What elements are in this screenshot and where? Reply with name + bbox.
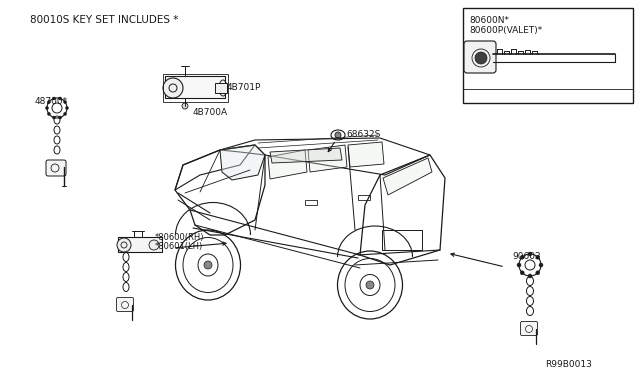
Bar: [165, 76, 225, 98]
FancyBboxPatch shape: [464, 41, 496, 73]
Circle shape: [163, 78, 183, 98]
Circle shape: [528, 252, 532, 256]
Circle shape: [65, 106, 68, 109]
Text: 4B701P: 4B701P: [227, 83, 261, 92]
Circle shape: [517, 263, 521, 267]
Bar: [382, 230, 422, 250]
Text: 68632S: 68632S: [346, 130, 380, 139]
Text: 80010S KEY SET INCLUDES *: 80010S KEY SET INCLUDES *: [30, 15, 179, 25]
Polygon shape: [383, 158, 432, 195]
Circle shape: [117, 238, 131, 252]
Text: *80601(LH): *80601(LH): [155, 242, 204, 251]
Bar: [118, 237, 162, 252]
Circle shape: [528, 274, 532, 278]
Polygon shape: [220, 145, 265, 180]
Circle shape: [149, 240, 159, 250]
Bar: [305, 200, 317, 205]
Bar: [358, 195, 370, 200]
Circle shape: [52, 116, 56, 119]
Circle shape: [182, 103, 188, 109]
Circle shape: [59, 116, 61, 119]
Circle shape: [366, 281, 374, 289]
Circle shape: [47, 112, 51, 115]
Polygon shape: [268, 150, 307, 179]
Circle shape: [475, 52, 487, 64]
Text: 4B700A: 4B700A: [193, 108, 228, 117]
Polygon shape: [270, 148, 342, 163]
Circle shape: [520, 271, 524, 275]
FancyBboxPatch shape: [46, 160, 66, 176]
Bar: [215, 83, 227, 93]
Circle shape: [536, 255, 540, 259]
Bar: [163, 74, 228, 102]
Circle shape: [536, 271, 540, 275]
Circle shape: [52, 97, 56, 100]
Text: 80600P(VALET)*: 80600P(VALET)*: [469, 26, 542, 35]
Circle shape: [335, 132, 341, 138]
Text: *80600(RH): *80600(RH): [155, 233, 205, 242]
Text: R99B0013: R99B0013: [545, 360, 592, 369]
Text: 48700*: 48700*: [35, 97, 68, 106]
Polygon shape: [308, 145, 347, 172]
Circle shape: [63, 112, 67, 115]
Text: 90602: 90602: [512, 252, 541, 261]
Circle shape: [63, 100, 67, 104]
Bar: [463, 8, 633, 103]
Polygon shape: [348, 142, 384, 167]
Circle shape: [47, 100, 51, 104]
Circle shape: [520, 255, 524, 259]
Circle shape: [59, 97, 61, 100]
Circle shape: [204, 261, 212, 269]
FancyBboxPatch shape: [520, 321, 538, 336]
Circle shape: [45, 106, 49, 109]
Text: 80600N*: 80600N*: [469, 16, 509, 25]
Circle shape: [539, 263, 543, 267]
FancyBboxPatch shape: [116, 298, 134, 311]
